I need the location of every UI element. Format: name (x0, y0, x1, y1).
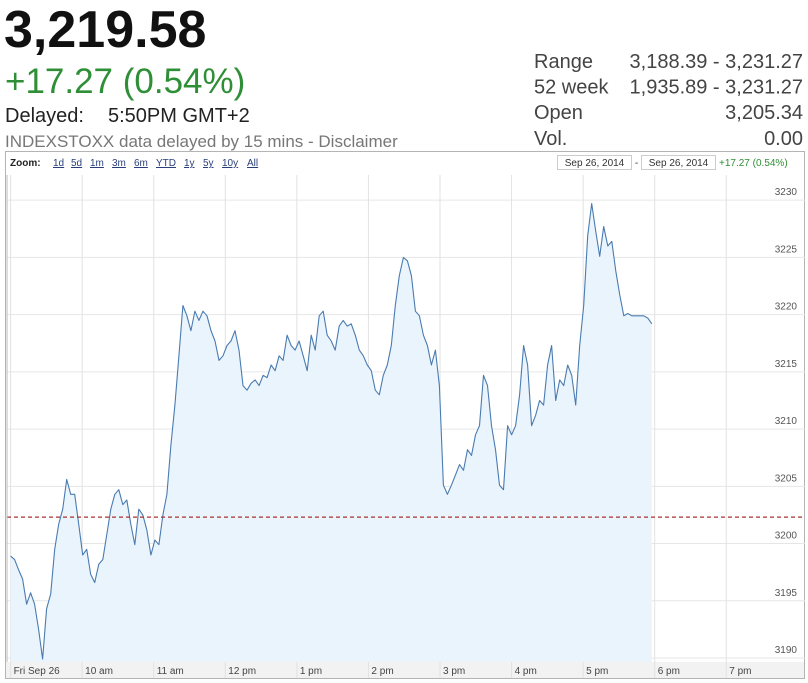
x-tick-label: 5 pm (586, 666, 608, 677)
x-tick-label: 2 pm (371, 666, 393, 677)
x-tick-label: Fri Sep 26 (14, 666, 61, 677)
zoom-option[interactable]: 5y (203, 158, 214, 169)
x-tick-label: 11 am (157, 666, 184, 677)
date-box[interactable] (641, 155, 716, 170)
zoom-option[interactable]: 6m (134, 158, 148, 169)
zoom-option[interactable]: 3m (112, 158, 126, 169)
price-area (10, 203, 652, 662)
x-tick-label: 4 pm (515, 666, 537, 677)
stat-value: 1,935.89 - 3,231.27 (630, 77, 803, 99)
zoom-option[interactable]: 10y (222, 158, 238, 169)
x-tick-label: 3 pm (443, 666, 465, 677)
date-end[interactable]: Sep 26, 2014 (649, 158, 709, 169)
y-tick-label: 3215 (775, 359, 798, 370)
x-tick-label: 12 pm (228, 666, 256, 677)
zoom-label: Zoom: (10, 158, 41, 169)
zoom-option[interactable]: 1d (53, 158, 64, 169)
range-change: +17.27 (0.54%) (719, 158, 788, 169)
y-tick-label: 3230 (775, 187, 798, 198)
stat-label: Open (534, 102, 583, 124)
date-separator: - (635, 158, 638, 169)
delay-note: INDEXSTOXX data delayed by 15 mins - Dis… (5, 132, 398, 151)
zoom-option[interactable]: YTD (156, 158, 176, 169)
y-tick-label: 3190 (775, 645, 798, 656)
x-tick-label: 10 am (85, 666, 113, 677)
date-start[interactable]: Sep 26, 2014 (565, 158, 625, 169)
zoom-option[interactable]: 1y (184, 158, 195, 169)
y-tick-label: 3200 (775, 531, 798, 542)
stat-label: Range (534, 51, 593, 73)
price: 3,219.58 (4, 1, 206, 59)
date-box[interactable] (557, 155, 632, 170)
price-line (10, 203, 653, 660)
plot: 3190 3195 3200 3205 3210 3215 3220 3225 3230 Fri … (6, 175, 805, 678)
stat-value: 3,205.34 (725, 102, 803, 124)
y-tick-label: 3225 (775, 244, 798, 255)
x-tick-label: 7 pm (729, 666, 751, 677)
stat-value: 0.00 (764, 128, 803, 150)
delayed-label: Delayed: (5, 105, 84, 127)
stat-label: 52 week (534, 77, 609, 99)
price-change: +17.27 (0.54%) (5, 62, 245, 101)
zoom-option[interactable]: All (247, 158, 258, 169)
y-tick-label: 3220 (775, 302, 798, 313)
zoom-option[interactable]: 5d (71, 158, 82, 169)
y-tick-label: 3195 (775, 588, 798, 599)
x-tick-label: 6 pm (658, 666, 680, 677)
stat-value: 3,188.39 - 3,231.27 (630, 51, 803, 73)
zoom-option[interactable]: 1m (90, 158, 104, 169)
y-tick-label: 3210 (775, 416, 798, 427)
y-tick-label: 3205 (775, 473, 798, 484)
stat-label: Vol. (534, 128, 567, 150)
x-tick-label: 1 pm (300, 666, 322, 677)
delayed-time: 5:50PM GMT+2 (108, 105, 250, 127)
x-axis-band (6, 662, 804, 678)
